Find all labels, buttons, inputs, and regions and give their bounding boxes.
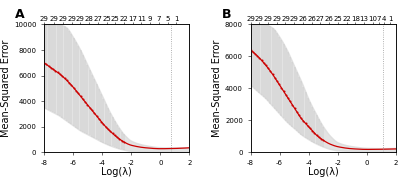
Point	[43, 63, 50, 66]
Point	[118, 139, 125, 142]
Point	[296, 114, 302, 117]
Point	[287, 100, 294, 103]
Point	[121, 141, 127, 144]
Point	[314, 134, 320, 137]
Point	[102, 125, 109, 128]
Point	[260, 61, 267, 64]
Text: A: A	[15, 8, 24, 21]
Point	[48, 66, 54, 69]
Point	[112, 134, 118, 137]
Point	[52, 69, 59, 72]
Point	[89, 109, 95, 112]
Point	[70, 86, 77, 89]
Y-axis label: Mean-Squared Error: Mean-Squared Error	[1, 40, 11, 137]
Point	[41, 61, 47, 64]
Point	[93, 114, 100, 118]
Point	[114, 136, 120, 139]
Point	[302, 122, 309, 125]
Point	[252, 52, 258, 55]
Point	[82, 100, 88, 103]
Text: B: B	[222, 8, 231, 21]
Point	[80, 98, 86, 101]
Point	[300, 120, 307, 123]
Point	[84, 103, 91, 106]
Point	[75, 92, 82, 95]
Point	[73, 89, 79, 92]
Point	[276, 83, 282, 86]
Point	[278, 86, 284, 89]
Point	[292, 107, 298, 110]
Point	[298, 117, 304, 120]
Point	[258, 59, 265, 62]
Point	[254, 54, 260, 57]
Point	[105, 128, 111, 131]
Point	[98, 120, 104, 123]
Point	[309, 129, 316, 132]
Point	[247, 49, 254, 52]
Point	[116, 137, 123, 140]
Y-axis label: Mean-Squared Error: Mean-Squared Error	[212, 40, 222, 137]
Point	[107, 130, 114, 133]
Point	[45, 64, 52, 67]
Point	[283, 93, 289, 96]
Point	[316, 136, 322, 139]
Point	[91, 112, 98, 115]
Point	[267, 70, 274, 73]
Point	[274, 80, 280, 83]
Point	[280, 90, 287, 93]
Point	[311, 132, 318, 135]
Point	[77, 95, 84, 98]
Point	[307, 127, 313, 130]
Point	[66, 81, 72, 84]
Point	[96, 117, 102, 120]
Point	[109, 132, 116, 135]
Point	[263, 64, 269, 67]
Point	[68, 84, 75, 87]
Point	[256, 56, 262, 59]
Point	[54, 71, 61, 74]
Point	[265, 67, 271, 70]
Point	[86, 106, 93, 109]
Point	[294, 110, 300, 113]
Point	[289, 103, 296, 106]
Point	[64, 79, 70, 82]
Point	[269, 73, 276, 76]
Point	[272, 76, 278, 79]
Point	[61, 77, 68, 80]
Point	[285, 97, 291, 100]
Point	[100, 123, 107, 126]
Point	[50, 68, 56, 71]
Point	[59, 75, 66, 78]
Point	[318, 137, 324, 140]
Point	[57, 73, 63, 76]
Point	[305, 124, 311, 127]
X-axis label: Log(λ): Log(λ)	[308, 167, 339, 177]
Point	[250, 50, 256, 53]
X-axis label: Log(λ): Log(λ)	[101, 167, 132, 177]
Point	[320, 139, 326, 142]
